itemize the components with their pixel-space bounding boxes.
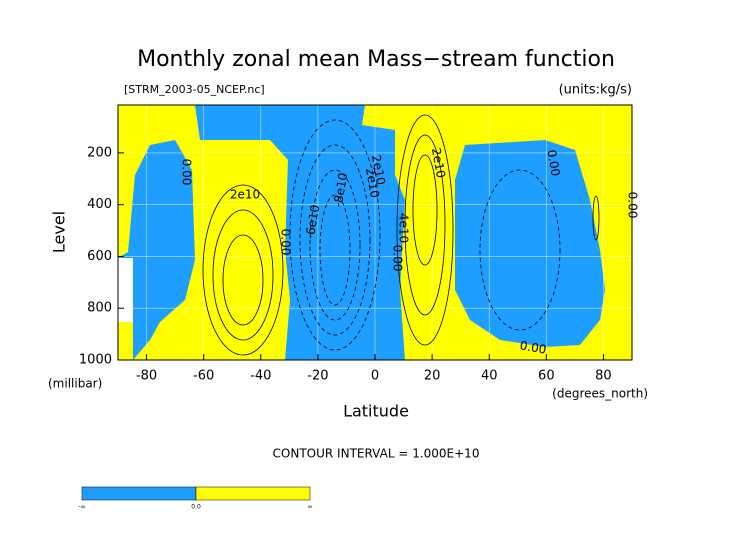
- chart-title: Monthly zonal mean Mass−stream function: [137, 47, 615, 72]
- x-tick-label: 20: [424, 369, 441, 384]
- contour-label: 0.00: [279, 229, 293, 256]
- x-tick-label: 80: [595, 369, 612, 384]
- contour-label: -8e10: [331, 172, 351, 209]
- contour-lines: [202, 114, 600, 356]
- x-tick-label: 60: [538, 369, 555, 384]
- colorbar-swatch: [81, 486, 197, 501]
- contour-label: 0.00: [544, 149, 562, 178]
- footer: CONTOUR INTERVAL = 1.000E+10: [273, 447, 480, 461]
- colorbar: -∞ 0.0 ∞: [78, 486, 313, 511]
- contour-label: 2e10: [369, 154, 388, 186]
- contour-label: 2e10: [429, 147, 448, 179]
- subtitle: [STRM_2003-05_NCEP.nc]: [124, 83, 265, 96]
- contour-label: 0.00: [626, 192, 640, 219]
- contour-label: 4e10: [397, 213, 411, 243]
- negative-region: [118, 140, 195, 360]
- y-tick-label: 600: [87, 249, 112, 264]
- negative-region: [195, 105, 405, 360]
- units: (units:kg/s): [559, 83, 632, 98]
- contour-label: 0.00: [519, 338, 548, 356]
- colorbar-label: -∞: [78, 504, 85, 511]
- y-axis-units: (millibar): [48, 377, 102, 391]
- y-tick-label: 200: [87, 145, 112, 160]
- contour-label: -6e10: [303, 204, 323, 241]
- colorbar-swatch: [195, 486, 311, 501]
- y-tick-label: 400: [87, 197, 112, 212]
- x-tick-label: 40: [481, 369, 498, 384]
- colorbar-label: 0.0: [191, 504, 201, 511]
- x-tick-label: -20: [307, 369, 328, 384]
- contour-label: 2e10: [230, 188, 260, 202]
- contour-label: 2e10: [363, 167, 382, 199]
- x-tick-label: 0: [371, 369, 379, 384]
- x-axis-label: Latitude: [343, 402, 409, 421]
- colorbar-label: ∞: [308, 504, 313, 511]
- x-tick-label: -40: [250, 369, 271, 384]
- contour-label: 0.00: [391, 245, 405, 272]
- missing-region: [118, 258, 133, 322]
- contour-label: 0.00: [180, 159, 194, 186]
- y-tick-label: 1000: [79, 353, 112, 368]
- x-tick-label: -80: [136, 369, 157, 384]
- x-axis-units: (degrees_north): [552, 387, 648, 401]
- x-tick-label: -60: [193, 369, 214, 384]
- y-axis-label: Level: [50, 211, 69, 253]
- y-tick-label: 800: [87, 301, 112, 316]
